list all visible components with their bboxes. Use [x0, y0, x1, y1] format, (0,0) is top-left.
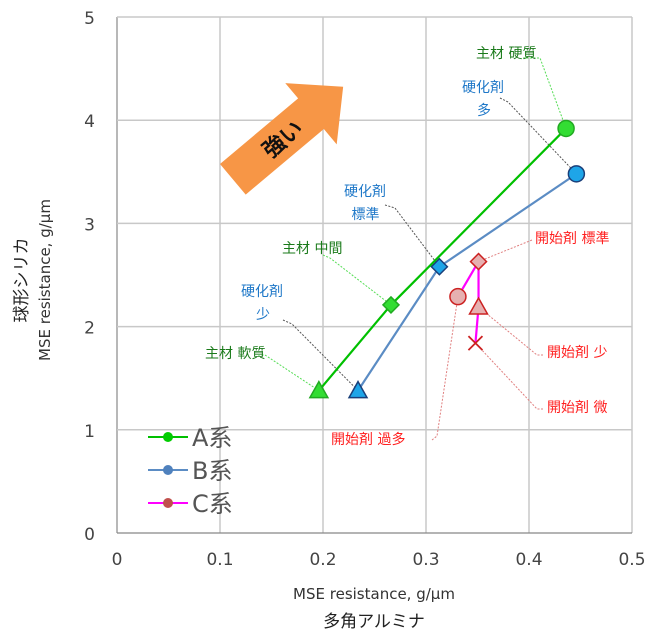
annotation-leader	[431, 296, 459, 441]
legend-label: B系	[192, 457, 232, 485]
legend-marker	[163, 498, 173, 508]
annotation-leader	[475, 342, 543, 410]
y-tick-label: 5	[84, 9, 95, 29]
data-point-x	[467, 335, 484, 351]
y-tick-label: 0	[84, 525, 95, 545]
annotation-label: 多	[477, 102, 491, 119]
annotation-label: 開始剤 少	[547, 345, 607, 361]
data-point-triangle	[347, 380, 369, 399]
annotation-label: 主材 中間	[282, 241, 342, 257]
legend-marker	[163, 465, 173, 475]
series-line-2	[456, 257, 480, 344]
x-tick-label: 0.4	[515, 550, 542, 570]
annotation-leader	[258, 354, 320, 392]
annotation-leader	[282, 319, 359, 391]
data-point-diamond	[430, 257, 449, 276]
annotation-leader	[523, 57, 567, 129]
data-point-diamond	[469, 252, 488, 271]
annotation-leader	[478, 239, 533, 263]
data-point-triangle	[308, 380, 330, 399]
annotation-label: 開始剤 標準	[535, 231, 609, 247]
y-tick-label: 4	[84, 112, 95, 132]
x-tick-label: 0	[112, 550, 123, 570]
x-tick-label: 0.2	[309, 550, 336, 570]
annotation-label: 標準	[352, 207, 380, 223]
data-point-triangle	[468, 296, 489, 315]
annotation-leader	[499, 97, 577, 175]
x-axis-label: MSE resistance, g/μm	[293, 585, 455, 603]
y-axis-label: MSE resistance, g/μm	[36, 199, 54, 361]
annotation-label: 主材 硬質	[476, 46, 536, 62]
y-axis-label-2: 球形シリカ	[12, 238, 32, 323]
annotation-label: 硬化剤	[241, 284, 283, 300]
x-tick-label: 0.3	[412, 550, 439, 570]
data-point-circle	[449, 287, 467, 306]
data-point-circle	[567, 165, 586, 183]
data-point-diamond	[381, 295, 401, 314]
annotation-label: 少	[256, 307, 270, 323]
x-tick-label: 0.5	[618, 550, 645, 570]
annotation-label: 硬化剤	[344, 184, 386, 200]
annotation-leader	[322, 254, 392, 306]
arrow-shape	[219, 83, 344, 195]
y-tick-label: 1	[84, 422, 95, 442]
annotation-leader	[384, 204, 440, 268]
annotation-leader	[478, 306, 543, 356]
annotation-label: 開始剤 微	[547, 400, 607, 416]
annotation-label: 主材 軟質	[205, 346, 265, 362]
y-tick-label: 3	[84, 215, 95, 235]
x-axis-label-2: 多角アルミナ	[323, 612, 425, 632]
annotation-label: 開始剤 過多	[331, 431, 405, 448]
annotation-label: 硬化剤	[462, 80, 504, 96]
legend-marker	[163, 432, 173, 442]
x-tick-label: 0.1	[206, 550, 233, 570]
data-point-circle	[557, 119, 575, 138]
legend-label: A系	[192, 424, 232, 452]
legend-label: C系	[192, 490, 233, 518]
y-tick-label: 2	[84, 319, 95, 339]
